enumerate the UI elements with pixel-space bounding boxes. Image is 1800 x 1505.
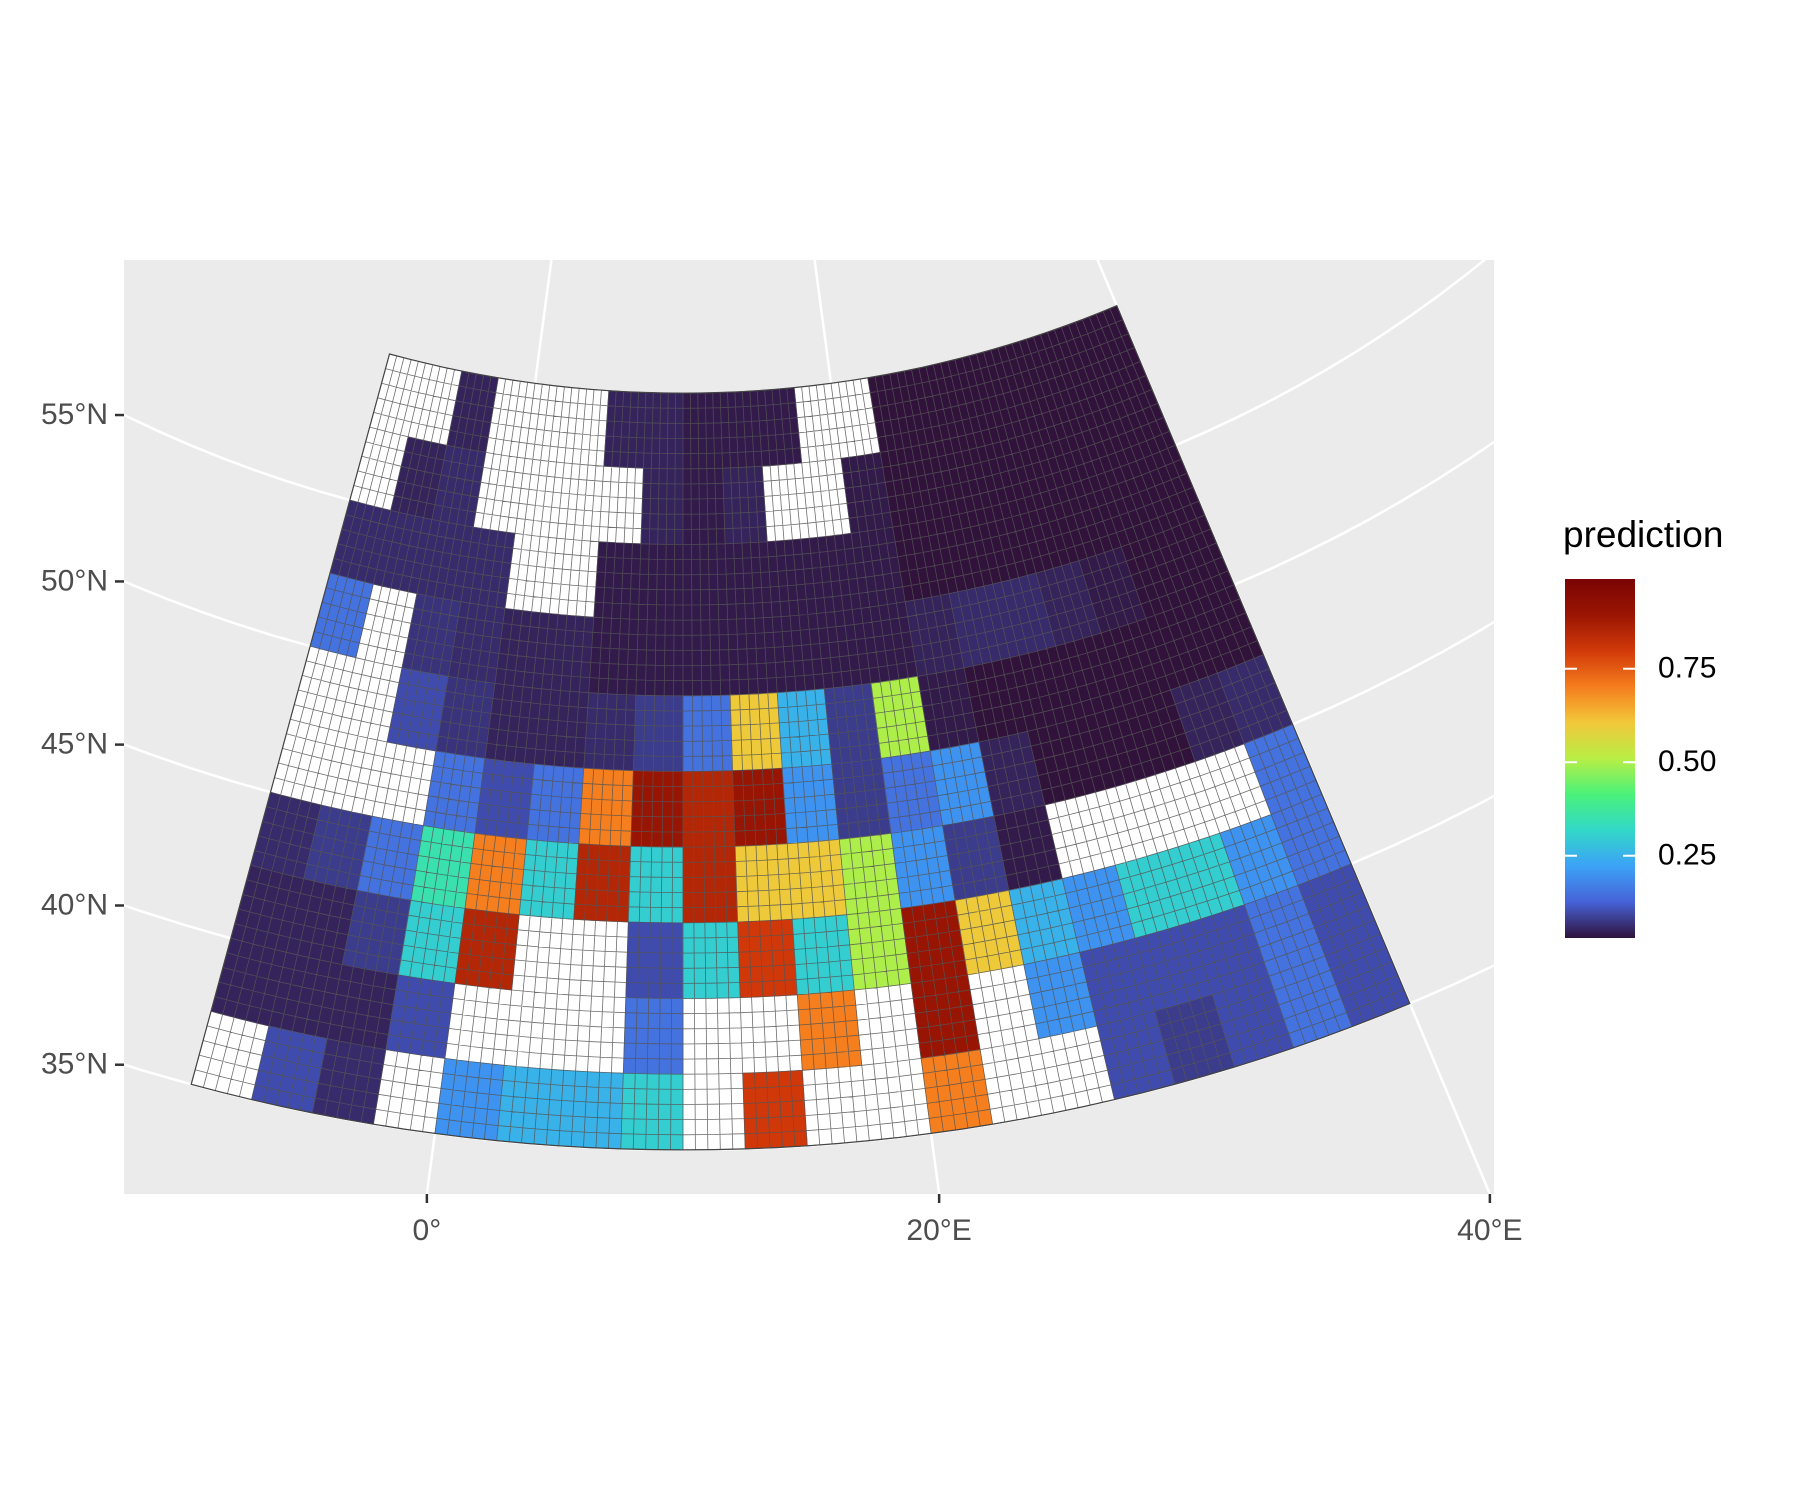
- legend-tick-label: 0.25: [1658, 839, 1716, 872]
- prediction-cell: [573, 843, 632, 923]
- y-tick-label: 50°N: [41, 564, 108, 597]
- prediction-cell: [635, 619, 684, 697]
- prediction-cell: [682, 845, 739, 924]
- prediction-cell: [627, 845, 684, 924]
- prediction-cell: [831, 758, 892, 840]
- prediction-cell: [786, 839, 848, 920]
- legend-title: prediction: [1563, 514, 1723, 555]
- prediction-cell: [603, 390, 647, 469]
- prediction-cell: [643, 392, 684, 470]
- prediction-cell: [533, 688, 590, 769]
- prediction-cell: [558, 1069, 624, 1150]
- prediction-cell: [729, 692, 783, 772]
- prediction-cell: [719, 390, 763, 469]
- y-tick-label: 55°N: [41, 398, 108, 431]
- prediction-cell: [454, 908, 520, 991]
- prediction-cell: [846, 908, 912, 991]
- prediction-cell: [776, 688, 833, 769]
- prediction-cell: [742, 1069, 808, 1150]
- prediction-cell: [781, 763, 840, 845]
- x-tick-label: 0°: [413, 1214, 442, 1247]
- prediction-cell: [796, 989, 863, 1071]
- y-tick-label: 45°N: [41, 728, 108, 761]
- prediction-cell: [682, 467, 726, 545]
- prediction-cell: [474, 758, 535, 840]
- y-tick-label: 40°N: [41, 888, 108, 921]
- prediction-cell: [771, 613, 825, 694]
- prediction-cell: [724, 541, 773, 620]
- prediction-cell: [734, 843, 793, 923]
- axes: 55°N 50°N 45°N 40°N 35°N 0° 20°E 40°E: [41, 398, 1523, 1247]
- prediction-cell: [625, 921, 684, 999]
- prediction-cell: [578, 767, 634, 847]
- x-tick-label: 20°E: [906, 1214, 971, 1247]
- prediction-cell: [727, 616, 778, 696]
- grid-outline: [190, 304, 1411, 1151]
- legend: prediction 0.25 0.50 0.75: [1563, 514, 1723, 938]
- prediction-cell: [526, 763, 585, 845]
- prediction-cell: [722, 465, 768, 545]
- prediction-cell: [622, 997, 684, 1075]
- prediction-cell: [630, 770, 684, 848]
- prediction-cell: [791, 914, 855, 996]
- prediction-cell: [434, 1058, 505, 1141]
- prediction-cell: [464, 833, 528, 916]
- legend-tick-label: 0.75: [1658, 652, 1716, 685]
- prediction-cell: [638, 543, 684, 621]
- prediction-cell: [732, 767, 788, 847]
- prediction-cell: [583, 692, 637, 772]
- panel: [124, 260, 1494, 1194]
- prediction-cell: [682, 392, 723, 470]
- prediction-cell: [588, 616, 639, 696]
- prediction-cell: [620, 1072, 684, 1151]
- prediction-cell: [682, 921, 741, 999]
- prediction-cell: [682, 694, 733, 772]
- prediction-cell: [593, 541, 642, 620]
- y-tick-label: 35°N: [41, 1048, 108, 1081]
- legend-tick-label: 0.50: [1658, 745, 1716, 778]
- prediction-cell: [682, 770, 736, 848]
- prediction-cell: [838, 833, 902, 916]
- prediction-cell: [682, 619, 731, 697]
- colorbar: [1565, 579, 1635, 938]
- x-tick-label: 40°E: [1457, 1214, 1522, 1247]
- prediction-cell: [682, 543, 728, 621]
- prediction-cell: [518, 839, 580, 920]
- prediction-cell: [640, 467, 684, 545]
- prediction-cell: [541, 613, 595, 694]
- prediction-cell: [737, 918, 798, 998]
- prediction-cell: [633, 694, 684, 772]
- prediction-cell: [766, 537, 818, 618]
- prediction-cell: [496, 1064, 565, 1147]
